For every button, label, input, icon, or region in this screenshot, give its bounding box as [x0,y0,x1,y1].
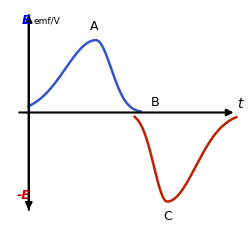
Text: E: E [22,14,30,27]
Text: C: C [163,210,172,223]
Text: t: t [237,97,242,111]
Text: A: A [90,20,98,33]
Text: emf/V: emf/V [34,16,60,25]
Text: -E: -E [16,189,30,202]
Text: B: B [151,96,160,109]
